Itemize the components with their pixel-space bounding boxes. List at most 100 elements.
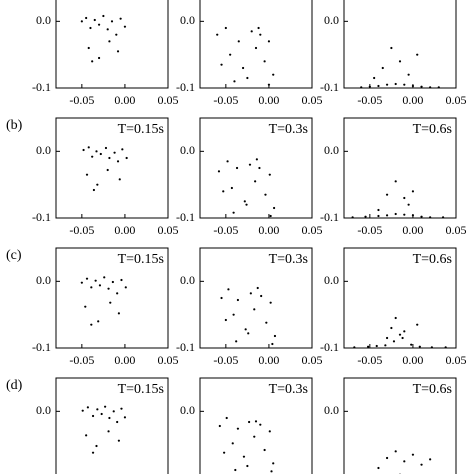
point <box>429 216 432 219</box>
point <box>236 298 240 302</box>
point <box>85 16 88 20</box>
point <box>120 407 123 410</box>
point <box>407 203 410 206</box>
point <box>107 287 110 290</box>
point <box>125 156 128 160</box>
point <box>377 466 380 470</box>
point <box>216 33 219 36</box>
point <box>390 46 393 50</box>
point <box>234 468 237 472</box>
y-tick-label: -0.1 <box>320 80 339 94</box>
point <box>223 451 226 454</box>
point <box>377 214 380 218</box>
point <box>253 435 256 438</box>
x-tick-label: -0.05 <box>357 93 382 107</box>
point <box>90 286 93 289</box>
point <box>230 186 233 190</box>
plot-frame <box>55 117 169 219</box>
x-tick-label: -0.05 <box>213 223 238 237</box>
point <box>116 160 120 163</box>
point <box>112 410 115 413</box>
x-tick-label: 0.00 <box>258 223 279 237</box>
y-tick-label: 0.0 <box>36 273 51 287</box>
point <box>394 212 397 216</box>
plot-frame <box>55 377 169 474</box>
x-tick-label: 0.05 <box>158 93 179 107</box>
point <box>377 84 380 88</box>
point <box>94 279 97 282</box>
point <box>99 152 102 156</box>
point <box>106 28 109 31</box>
point <box>95 444 98 448</box>
point <box>246 464 249 468</box>
point <box>254 420 258 423</box>
point <box>123 416 127 419</box>
point <box>403 83 406 86</box>
point <box>394 316 397 320</box>
point <box>267 83 271 86</box>
point <box>91 451 95 454</box>
point <box>254 46 258 50</box>
point <box>222 190 225 193</box>
point <box>260 294 263 298</box>
point <box>104 146 108 150</box>
plot-frame <box>199 117 313 219</box>
point <box>385 83 389 86</box>
point <box>398 333 402 336</box>
point <box>244 328 247 331</box>
point <box>420 215 423 218</box>
x-tick-label: -0.05 <box>357 223 382 237</box>
plot-frame <box>199 377 313 474</box>
point <box>258 166 261 170</box>
point <box>229 53 232 56</box>
point <box>246 76 249 80</box>
x-tick-label: -0.05 <box>69 353 94 367</box>
point <box>104 405 107 408</box>
plot-frame <box>343 377 457 474</box>
point <box>116 292 119 295</box>
x-tick-label: 0.00 <box>402 223 423 237</box>
panel-annotation: T=0.3s <box>269 382 308 397</box>
point <box>220 296 223 300</box>
x-tick-label: 0.05 <box>302 93 323 107</box>
point <box>430 346 433 349</box>
x-tick-label: -0.05 <box>69 223 94 237</box>
point <box>100 412 103 416</box>
point <box>245 203 248 206</box>
x-tick-label: -0.05 <box>213 93 238 107</box>
point <box>373 76 376 80</box>
x-tick-label: 0.00 <box>402 353 423 367</box>
point <box>103 276 106 279</box>
point <box>420 85 423 88</box>
point <box>390 326 393 330</box>
point <box>233 80 236 83</box>
point <box>265 321 268 324</box>
point <box>118 178 121 181</box>
point <box>403 460 406 463</box>
point <box>110 20 114 23</box>
panel-annotation: T=0.6s <box>413 252 452 267</box>
panel-annotation: T=0.3s <box>269 122 308 137</box>
point <box>444 346 447 349</box>
point <box>429 86 432 89</box>
point <box>273 334 277 338</box>
point <box>87 46 90 50</box>
point <box>108 156 111 160</box>
point <box>121 148 124 151</box>
point <box>82 148 85 152</box>
point <box>81 409 84 412</box>
x-tick-label: 0.05 <box>302 353 323 367</box>
plot-frame <box>343 0 457 89</box>
point <box>109 301 112 304</box>
point <box>111 280 114 284</box>
point <box>120 278 123 282</box>
point <box>235 340 238 343</box>
x-tick-label: 0.05 <box>446 353 467 367</box>
x-tick-label: 0.05 <box>158 353 179 367</box>
panel-annotation: T=0.6s <box>413 382 452 397</box>
plot-frame <box>55 247 169 349</box>
panel-annotation: T=0.3s <box>269 252 308 267</box>
point <box>403 330 406 333</box>
point <box>227 288 230 291</box>
point <box>235 166 239 170</box>
